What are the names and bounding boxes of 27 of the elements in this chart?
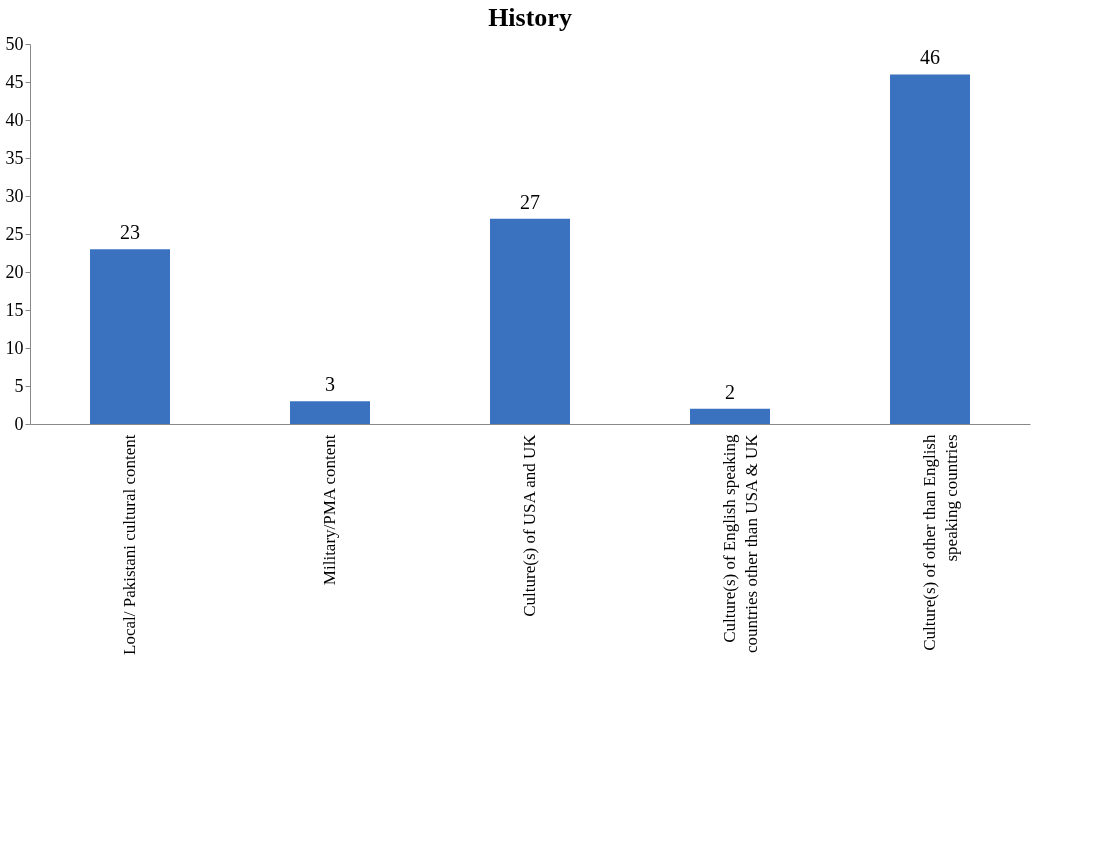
data-label: 27: [520, 190, 540, 213]
y-tick-label: 5: [14, 375, 24, 396]
bar: [890, 74, 970, 424]
y-tick-label: 25: [5, 223, 24, 244]
bar: [290, 401, 370, 424]
data-label: 2: [725, 380, 735, 403]
bar: [490, 218, 570, 424]
x-tick-label: Military/PMA content: [320, 434, 339, 586]
y-tick-label: 10: [5, 337, 24, 358]
y-tick-label: 20: [5, 261, 24, 282]
y-tick-label: 0: [14, 413, 24, 434]
y-tick-label: 30: [5, 185, 24, 206]
data-label: 23: [120, 221, 140, 244]
y-tick-label: 50: [5, 33, 24, 54]
x-tick-label: Culture(s) of other than English speaking countries: [920, 434, 961, 651]
chart-title: History: [488, 3, 572, 32]
y-tick-label: 40: [5, 109, 24, 130]
y-tick-label: 45: [5, 71, 24, 92]
x-tick-label: Culture(s) of USA and UK: [520, 433, 539, 617]
x-tick-label: Culture(s) of English speaking countries other than USA & UK: [720, 433, 761, 654]
bar: [90, 249, 170, 424]
bar: [690, 408, 770, 424]
x-tick-label: Local/ Pakistani cultural content: [120, 434, 139, 655]
data-label: 3: [325, 373, 335, 396]
y-tick-label: 15: [5, 299, 24, 320]
data-label: 46: [920, 46, 940, 69]
y-tick-label: 35: [5, 147, 24, 168]
